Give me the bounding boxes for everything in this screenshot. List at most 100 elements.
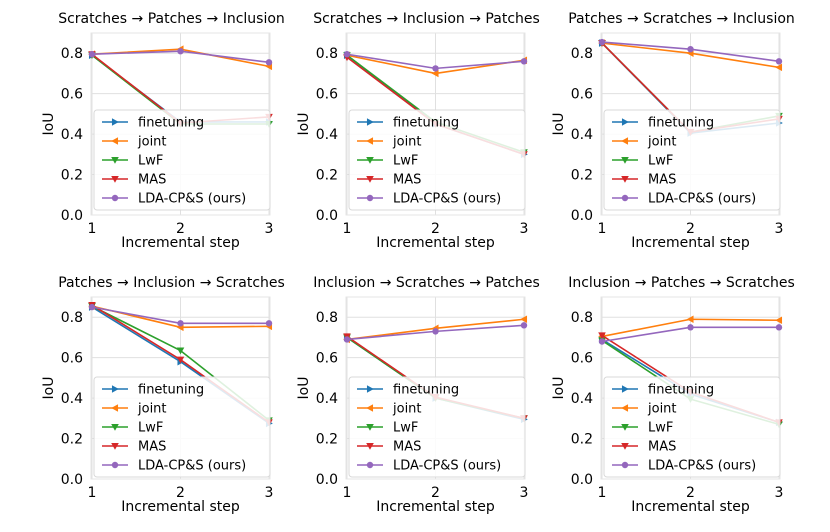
legend: finetuning joint LwF MAS LDA-CP&S (ours) xyxy=(93,376,271,478)
data-point-joint xyxy=(520,315,528,324)
legend-label-finetuning: finetuning xyxy=(393,116,459,131)
x-tick-label: 2 xyxy=(176,221,185,237)
chart-title: Inclusion → Scratches → Patches xyxy=(313,275,540,291)
legend-marker-lda xyxy=(621,461,629,469)
y-tick-label: 0.2 xyxy=(61,168,83,184)
legend-marker-mas xyxy=(366,175,374,183)
chart-panel-6: 0.0 0.2 0.4 0.6 0.8 1 2 3 Incremental step IoU Inc… xyxy=(551,275,795,515)
legend-label-finetuning: finetuning xyxy=(648,383,714,398)
legend-marker-finetuning xyxy=(621,385,629,393)
y-tick-label: 0.0 xyxy=(61,472,83,488)
x-tick-label: 1 xyxy=(88,485,97,501)
legend-marker-lda xyxy=(366,461,374,469)
x-axis-label: Incremental step xyxy=(376,235,495,251)
x-tick-label: 3 xyxy=(775,485,784,501)
y-tick-label: 0.4 xyxy=(61,391,83,407)
y-tick-label: 0.8 xyxy=(316,46,338,62)
data-point-lda xyxy=(598,38,606,46)
legend-marker-joint xyxy=(366,404,374,412)
legend-box xyxy=(603,376,781,478)
legend-box xyxy=(348,109,526,211)
y-axis-label: IoU xyxy=(41,377,57,400)
legend-marker-mas xyxy=(111,442,119,450)
chart-panel-2: 0.0 0.2 0.4 0.6 0.8 1 2 3 Incremental step IoU Scr… xyxy=(296,11,540,251)
data-point-joint xyxy=(775,63,783,72)
legend-label-lwf: LwF xyxy=(393,421,418,436)
series-lda xyxy=(598,324,783,345)
legend-marker-mas xyxy=(621,175,629,183)
legend-marker-lda xyxy=(366,194,374,202)
legend-label-mas: MAS xyxy=(648,440,676,455)
legend-marker-lda xyxy=(111,194,119,202)
y-tick-label: 0.4 xyxy=(316,127,338,143)
data-point-joint xyxy=(775,316,783,325)
y-tick-label: 0.0 xyxy=(316,208,338,224)
y-tick-label: 0.2 xyxy=(571,432,593,448)
data-point-joint xyxy=(686,315,694,324)
legend-label-mas: MAS xyxy=(138,173,166,188)
legend-label-lda: LDA-CP&S (ours) xyxy=(393,459,501,474)
data-point-mas xyxy=(598,332,606,340)
legend-label-joint: joint xyxy=(137,402,167,417)
x-tick-label: 2 xyxy=(431,485,440,501)
legend-label-joint: joint xyxy=(647,135,677,150)
y-tick-label: 0.8 xyxy=(61,46,83,62)
legend-marker-mas xyxy=(621,442,629,450)
legend-label-lwf: LwF xyxy=(648,421,673,436)
x-tick-label: 2 xyxy=(431,221,440,237)
legend-label-lda: LDA-CP&S (ours) xyxy=(138,459,246,474)
legend-box xyxy=(603,109,781,211)
chart-title: Scratches → Patches → Inclusion xyxy=(58,11,285,27)
chart-title: Scratches → Inclusion → Patches xyxy=(313,11,540,27)
legend-label-mas: MAS xyxy=(393,173,421,188)
legend-label-joint: joint xyxy=(392,135,422,150)
y-tick-label: 0.8 xyxy=(571,46,593,62)
y-tick-label: 0.6 xyxy=(316,351,338,367)
data-point-lda xyxy=(687,324,694,331)
chart-panel-3: 0.0 0.2 0.4 0.6 0.8 1 2 3 Incremental step IoU Pat… xyxy=(551,11,795,251)
legend-label-mas: MAS xyxy=(393,440,421,455)
legend-label-lwf: LwF xyxy=(138,154,163,169)
legend-marker-lwf xyxy=(621,156,629,164)
legend: finetuning joint LwF MAS LDA-CP&S (ours) xyxy=(348,109,526,211)
y-tick-label: 0.2 xyxy=(571,168,593,184)
legend: finetuning joint LwF MAS LDA-CP&S (ours) xyxy=(603,376,781,478)
legend-label-finetuning: finetuning xyxy=(393,383,459,398)
legend-box xyxy=(93,109,271,211)
x-axis-label: Incremental step xyxy=(376,499,495,515)
y-tick-label: 0.2 xyxy=(316,432,338,448)
data-point-lda xyxy=(88,303,96,311)
y-axis-label: IoU xyxy=(296,113,312,136)
chart-panel-1: 0.0 0.2 0.4 0.6 0.8 1 2 3 Incremental step IoU Scr… xyxy=(41,11,285,251)
legend-marker-mas xyxy=(111,175,119,183)
x-tick-label: 1 xyxy=(343,485,352,501)
legend-marker-mas xyxy=(366,442,374,450)
x-tick-label: 3 xyxy=(775,221,784,237)
legend-marker-joint xyxy=(111,404,119,412)
y-tick-label: 0.4 xyxy=(316,391,338,407)
x-tick-label: 3 xyxy=(265,221,274,237)
legend-label-lda: LDA-CP&S (ours) xyxy=(648,459,756,474)
legend: finetuning joint LwF MAS LDA-CP&S (ours) xyxy=(348,376,526,478)
legend-marker-joint xyxy=(111,137,119,145)
x-axis-label: Incremental step xyxy=(631,499,750,515)
legend-marker-lwf xyxy=(111,423,119,431)
series-lda xyxy=(88,303,273,327)
y-tick-label: 0.6 xyxy=(316,87,338,103)
legend-marker-lwf xyxy=(366,423,374,431)
data-point-lda xyxy=(177,48,184,55)
legend-label-joint: joint xyxy=(392,402,422,417)
legend-label-joint: joint xyxy=(137,135,167,150)
data-point-lda xyxy=(265,59,273,66)
legend-marker-finetuning xyxy=(111,118,119,126)
legend: finetuning joint LwF MAS LDA-CP&S (ours) xyxy=(93,109,271,211)
chart-title: Inclusion → Patches → Scratches xyxy=(568,275,795,291)
legend-label-lda: LDA-CP&S (ours) xyxy=(138,192,246,207)
legend-marker-lda xyxy=(621,194,629,202)
y-tick-label: 0.4 xyxy=(571,127,593,143)
chart-title: Patches → Inclusion → Scratches xyxy=(58,275,285,291)
legend-label-lwf: LwF xyxy=(393,154,418,169)
legend-label-lda: LDA-CP&S (ours) xyxy=(393,192,501,207)
x-tick-label: 3 xyxy=(520,485,529,501)
